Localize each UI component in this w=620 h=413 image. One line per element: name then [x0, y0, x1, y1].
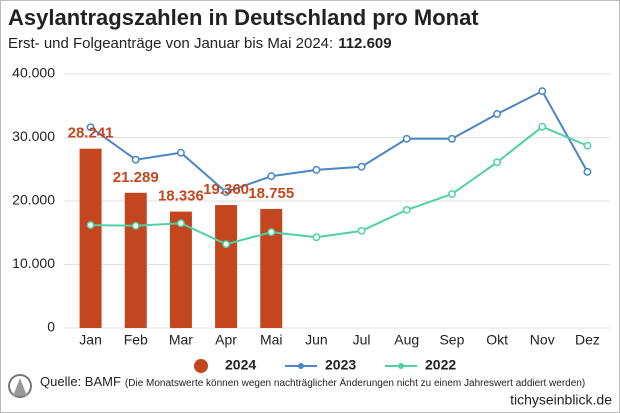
x-tick-label: Okt: [486, 332, 508, 348]
legend-label: 2024: [225, 357, 256, 373]
x-tick-label: Mar: [169, 332, 193, 348]
point: [357, 162, 366, 171]
legend-marker: [194, 359, 208, 373]
y-tick-label: 30.000: [12, 128, 55, 144]
point: [583, 141, 592, 150]
x-tick-label: Jun: [305, 332, 328, 348]
point: [312, 233, 321, 242]
legend-marker: [298, 363, 304, 369]
point: [222, 240, 231, 249]
y-tick-label: 0: [47, 319, 55, 335]
subtitle: Erst- und Folgeanträge von Januar bis Ma…: [8, 35, 392, 52]
x-tick-label: Dez: [575, 332, 600, 348]
source-text: Quelle: BAMF: [40, 374, 121, 389]
point: [86, 221, 95, 230]
bar: [215, 205, 238, 328]
point: [131, 221, 140, 230]
bar: [260, 208, 283, 328]
point: [267, 172, 276, 181]
note: (Die Monatswerte können wegen nachträgli…: [125, 377, 585, 389]
bar: [124, 192, 147, 328]
data-label: 19.360: [203, 181, 249, 198]
point: [583, 167, 592, 176]
line: [90, 89, 589, 194]
subtitle-text: Erst- und Folgeanträge von Januar bis Ma…: [8, 35, 333, 52]
x-tick-label: Jan: [79, 332, 102, 348]
y-tick-label: 40.000: [12, 65, 55, 81]
brand: tichyseinblick.de: [510, 392, 612, 408]
point: [402, 134, 411, 143]
y-tick-label: 20.000: [12, 192, 55, 208]
subtitle-total: 112.609: [338, 35, 391, 52]
x-tick-label: Aug: [394, 332, 419, 348]
data-label: 21.289: [113, 169, 159, 186]
point: [493, 110, 502, 118]
legend-marker: [398, 363, 404, 369]
point: [538, 122, 547, 131]
bar: [79, 148, 102, 328]
line: [90, 125, 588, 246]
point: [312, 165, 321, 174]
legend-label: 2022: [425, 357, 456, 373]
x-tick-label: Feb: [124, 332, 148, 348]
point: [402, 205, 411, 214]
point: [176, 148, 185, 157]
x-tick-label: Jul: [353, 332, 371, 348]
x-tick-label: Mai: [260, 332, 283, 348]
bar: [169, 211, 192, 328]
data-label: 28.241: [68, 125, 114, 142]
x-tick-label: Apr: [215, 332, 237, 348]
x-tick-label: Nov: [530, 332, 555, 348]
point: [538, 87, 547, 96]
point: [447, 134, 456, 143]
point: [493, 158, 502, 167]
data-label: 18.336: [158, 188, 204, 205]
point: [222, 188, 231, 197]
chart-title: Asylantragszahlen in Deutschland pro Mon…: [8, 5, 479, 30]
point: [447, 190, 456, 198]
point: [131, 155, 140, 164]
y-tick-label: 10.000: [12, 255, 55, 271]
point: [176, 219, 185, 228]
legend-label: 2023: [325, 357, 356, 373]
x-tick-label: Sep: [439, 332, 464, 348]
point: [86, 123, 95, 132]
point: [357, 226, 366, 235]
logo: [8, 374, 32, 398]
data-label: 18.755: [248, 185, 294, 202]
point: [267, 228, 276, 237]
source: Quelle: BAMF (Die Monatswerte können wege…: [40, 374, 585, 389]
